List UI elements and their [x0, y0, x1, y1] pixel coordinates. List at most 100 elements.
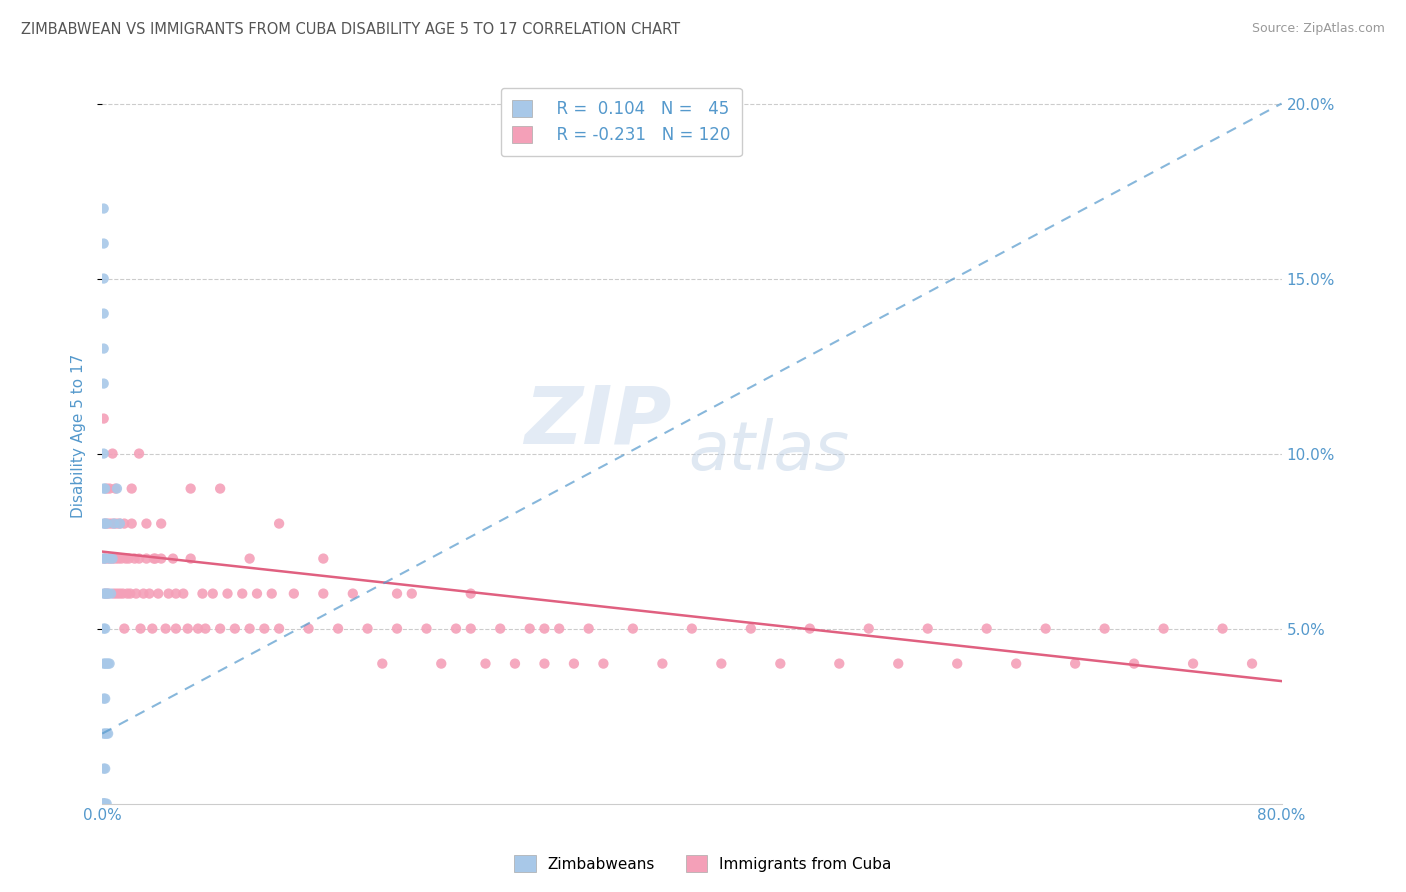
- Point: [769, 657, 792, 671]
- Point: [201, 586, 224, 600]
- Point: [740, 622, 762, 636]
- Point: [460, 622, 482, 636]
- Point: [104, 551, 127, 566]
- Point: [93, 586, 115, 600]
- Point: [94, 551, 117, 566]
- Point: [260, 586, 283, 600]
- Point: [246, 586, 269, 600]
- Point: [474, 657, 496, 671]
- Point: [681, 622, 703, 636]
- Point: [94, 586, 117, 600]
- Point: [129, 622, 152, 636]
- Point: [592, 657, 614, 671]
- Legend: Zimbabweans, Immigrants from Cuba: Zimbabweans, Immigrants from Cuba: [506, 847, 900, 880]
- Point: [103, 516, 125, 531]
- Point: [112, 622, 135, 636]
- Point: [138, 586, 160, 600]
- Point: [283, 586, 305, 600]
- Point: [117, 586, 139, 600]
- Point: [548, 622, 571, 636]
- Text: ZIMBABWEAN VS IMMIGRANTS FROM CUBA DISABILITY AGE 5 TO 17 CORRELATION CHART: ZIMBABWEAN VS IMMIGRANTS FROM CUBA DISAB…: [21, 22, 681, 37]
- Point: [356, 622, 378, 636]
- Point: [312, 586, 335, 600]
- Point: [1182, 657, 1205, 671]
- Point: [98, 657, 121, 671]
- Point: [96, 726, 118, 740]
- Point: [100, 516, 122, 531]
- Point: [112, 516, 135, 531]
- Point: [489, 622, 512, 636]
- Text: ZIP: ZIP: [524, 383, 671, 460]
- Point: [371, 657, 394, 671]
- Point: [1035, 622, 1057, 636]
- Point: [108, 586, 131, 600]
- Point: [98, 482, 121, 496]
- Point: [93, 482, 115, 496]
- Point: [93, 446, 115, 460]
- Point: [94, 622, 117, 636]
- Point: [415, 622, 437, 636]
- Point: [191, 586, 214, 600]
- Point: [93, 307, 115, 321]
- Point: [799, 622, 821, 636]
- Point: [94, 762, 117, 776]
- Point: [150, 551, 173, 566]
- Point: [125, 586, 148, 600]
- Point: [187, 622, 209, 636]
- Point: [97, 726, 120, 740]
- Point: [114, 551, 136, 566]
- Point: [385, 622, 408, 636]
- Point: [1005, 657, 1028, 671]
- Point: [651, 657, 673, 671]
- Point: [96, 657, 118, 671]
- Point: [887, 657, 910, 671]
- Point: [430, 657, 453, 671]
- Point: [124, 551, 146, 566]
- Point: [98, 551, 121, 566]
- Point: [155, 622, 177, 636]
- Point: [172, 586, 194, 600]
- Point: [93, 797, 115, 811]
- Point: [105, 586, 128, 600]
- Point: [94, 797, 117, 811]
- Point: [132, 586, 155, 600]
- Point: [94, 482, 117, 496]
- Point: [578, 622, 600, 636]
- Point: [621, 622, 644, 636]
- Point: [165, 586, 187, 600]
- Point: [128, 551, 150, 566]
- Point: [105, 516, 128, 531]
- Point: [108, 516, 131, 531]
- Point: [110, 551, 132, 566]
- Point: [96, 586, 118, 600]
- Point: [533, 657, 555, 671]
- Point: [269, 622, 291, 636]
- Point: [118, 551, 141, 566]
- Point: [93, 411, 115, 425]
- Point: [101, 551, 124, 566]
- Point: [96, 482, 118, 496]
- Point: [93, 342, 115, 356]
- Point: [209, 622, 232, 636]
- Point: [93, 797, 115, 811]
- Point: [253, 622, 276, 636]
- Y-axis label: Disability Age 5 to 17: Disability Age 5 to 17: [72, 354, 86, 518]
- Point: [180, 482, 202, 496]
- Point: [104, 482, 127, 496]
- Point: [326, 622, 349, 636]
- Point: [828, 657, 851, 671]
- Point: [94, 516, 117, 531]
- Point: [101, 551, 124, 566]
- Point: [98, 551, 121, 566]
- Text: atlas: atlas: [688, 417, 849, 483]
- Point: [1153, 622, 1175, 636]
- Point: [297, 622, 319, 636]
- Point: [96, 797, 118, 811]
- Point: [269, 516, 291, 531]
- Point: [93, 236, 115, 251]
- Point: [239, 551, 262, 566]
- Point: [533, 622, 555, 636]
- Point: [93, 516, 115, 531]
- Point: [121, 516, 143, 531]
- Point: [165, 622, 187, 636]
